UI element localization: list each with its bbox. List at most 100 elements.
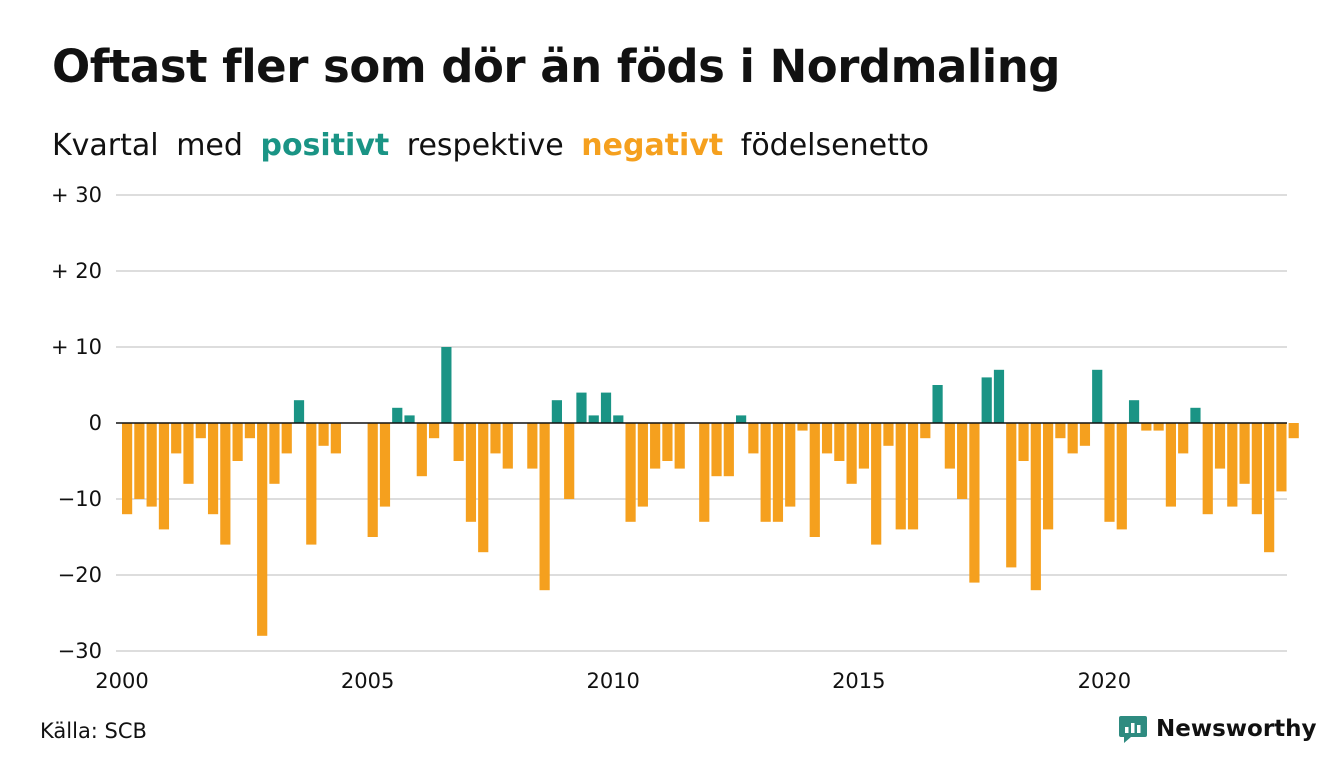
x-tick-label: 2020 [1078, 669, 1131, 693]
x-tick-label: 2000 [95, 669, 148, 693]
bar [1079, 423, 1091, 446]
bar [969, 423, 980, 583]
source-note: Källa: SCB [40, 719, 147, 743]
bar [1288, 423, 1299, 439]
bar [1227, 423, 1238, 507]
bar [1202, 423, 1213, 515]
subtitle-positive: positivt [260, 128, 390, 163]
bar [858, 423, 869, 469]
bar [146, 423, 157, 507]
y-tick-label: + 20 [51, 259, 102, 283]
bar [1043, 423, 1054, 530]
bar [429, 423, 440, 439]
bar [478, 423, 489, 553]
bar [220, 423, 231, 545]
bar [379, 423, 391, 507]
bar [846, 423, 857, 484]
bar [527, 423, 538, 469]
bar [871, 423, 882, 545]
y-tick-label: −30 [58, 639, 102, 663]
x-axis-labels: 2000 2005 2010 2015 2020 [95, 669, 1131, 693]
y-tick-label: −20 [58, 563, 102, 587]
subtitle-negative: negativt [581, 128, 724, 163]
bar [195, 423, 206, 439]
y-tick-label: −10 [58, 487, 102, 511]
x-tick-label: 2010 [586, 669, 639, 693]
bar [539, 423, 550, 591]
bar [588, 415, 599, 423]
y-tick-label: + 10 [51, 335, 102, 359]
bar [736, 415, 747, 423]
bar [306, 423, 317, 545]
bar [920, 423, 931, 439]
y-axis-labels: + 30 + 20 + 10 0 −10 −20 −30 [51, 183, 102, 663]
bar [576, 392, 587, 423]
brand-name: Newsworthy [1156, 716, 1317, 742]
bar [1239, 423, 1250, 484]
bar [662, 423, 673, 461]
bar [1067, 423, 1078, 454]
chart-subtitle: Kvartal med positivt respektive negativt… [52, 128, 937, 163]
x-tick-label: 2005 [341, 669, 394, 693]
bar [257, 423, 268, 636]
bar [944, 423, 955, 469]
bar [821, 423, 833, 454]
bar [1030, 423, 1041, 591]
bar [281, 423, 292, 454]
bar [269, 423, 280, 484]
bar [122, 423, 133, 515]
bar [723, 423, 734, 477]
bar [613, 415, 624, 423]
bar [748, 423, 759, 454]
bar [1116, 423, 1127, 530]
bar [957, 423, 968, 499]
bar [490, 423, 501, 454]
bar [551, 400, 562, 423]
bar [809, 423, 820, 537]
bar [1018, 423, 1029, 461]
bar [416, 423, 427, 477]
bar [293, 400, 305, 423]
bar [834, 423, 845, 461]
bar [772, 423, 784, 522]
bar [932, 385, 943, 423]
bar-series [122, 347, 1299, 636]
bar-chart: + 30+ 20+ 100−10−20−30 2000 2005 2010 2015 2… [51, 183, 1299, 693]
bar [600, 392, 612, 423]
bar [1006, 423, 1017, 568]
bar [1128, 400, 1140, 423]
bar [232, 423, 243, 461]
bar [171, 423, 182, 454]
subtitle-med: med [176, 128, 243, 163]
bar [1092, 369, 1103, 423]
bar [1264, 423, 1275, 553]
bar [883, 423, 894, 446]
bar [244, 423, 255, 439]
chart-title: Oftast fler som dör än föds i Nordmaling [52, 40, 1060, 93]
subtitle-respektive: respektive [406, 128, 564, 163]
bar [625, 423, 636, 522]
subtitle-kvartal: Kvartal [52, 128, 159, 163]
bar [711, 423, 722, 477]
bar [134, 423, 145, 499]
bar [895, 423, 906, 530]
newsworthy-logo-icon [1119, 716, 1147, 743]
bar [392, 407, 403, 423]
bar [207, 423, 219, 515]
subtitle-fodelsenetto: födelsenetto [740, 128, 929, 163]
bar [330, 423, 341, 454]
bar [564, 423, 575, 499]
newsworthy-logo: Newsworthy [1118, 714, 1317, 744]
bar [441, 347, 452, 423]
bar [1251, 423, 1262, 515]
bar [993, 369, 1005, 423]
bar [699, 423, 710, 522]
bar [318, 423, 329, 446]
bar [907, 423, 919, 530]
bar [797, 423, 808, 431]
bar [637, 423, 648, 507]
bar [1190, 407, 1201, 423]
bar [650, 423, 661, 469]
bar [785, 423, 796, 507]
y-tick-label: + 30 [51, 183, 102, 207]
